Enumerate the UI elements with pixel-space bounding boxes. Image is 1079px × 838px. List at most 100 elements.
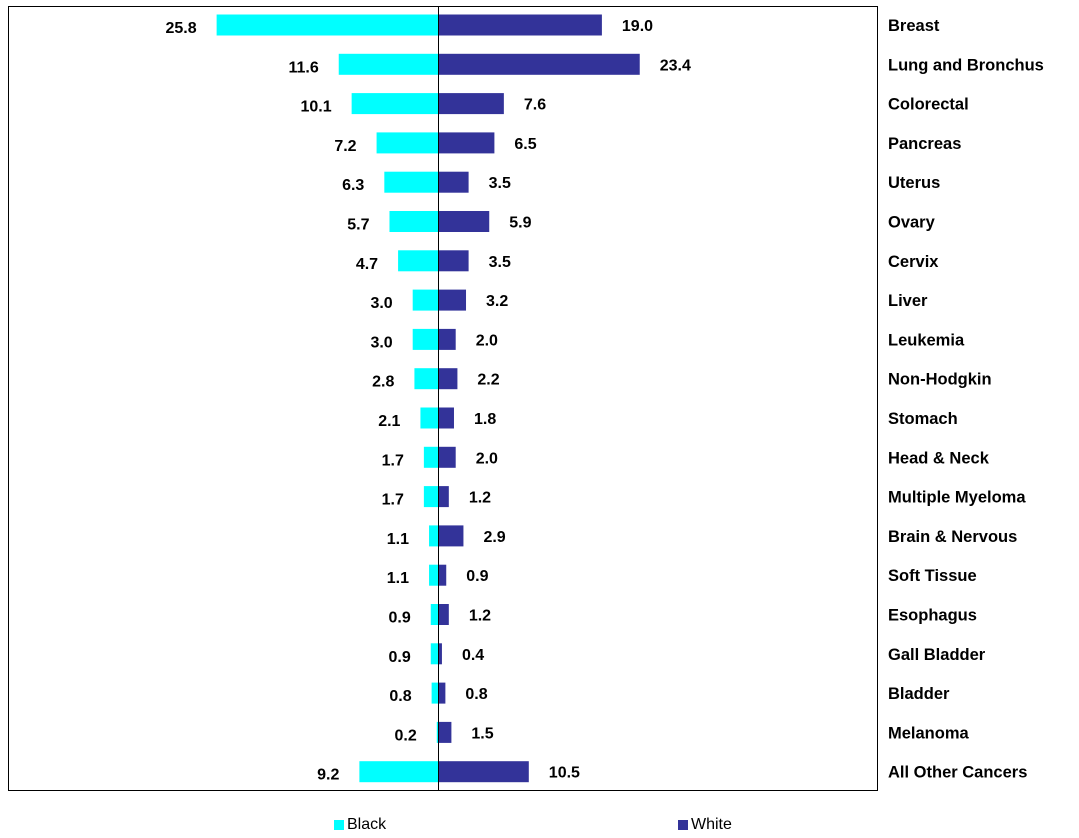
value-label-white-brain-nervous: 2.9 <box>483 529 505 546</box>
bar-white-pancreas <box>439 132 495 153</box>
value-label-white-uterus: 3.5 <box>489 175 511 192</box>
legend-white: White <box>678 816 732 834</box>
labels-group: 25.8 19.0 Breast 11.6 23.4 Lung and Bronchus 1… <box>165 17 1043 784</box>
plot-area-border <box>9 7 878 791</box>
value-label-white-gall-bladder: 0.4 <box>462 647 484 664</box>
bar-black-leukemia <box>413 329 439 350</box>
bar-black-liver <box>413 290 439 311</box>
category-label-brain-nervous: Brain & Nervous <box>888 528 1017 546</box>
bar-black-stomach <box>420 408 438 429</box>
bar-black-soft-tissue <box>429 565 438 586</box>
category-label-head-neck: Head & Neck <box>888 449 990 467</box>
category-label-cervix: Cervix <box>888 253 939 271</box>
category-label-all-other-cancers: All Other Cancers <box>888 764 1027 782</box>
value-label-black-gall-bladder: 0.9 <box>389 649 411 666</box>
value-label-black-lung-and-bronchus: 11.6 <box>288 59 318 76</box>
value-label-white-colorectal: 7.6 <box>524 97 546 114</box>
value-label-white-esophagus: 1.2 <box>469 608 491 625</box>
value-label-black-non-hodgkin: 2.8 <box>372 374 394 391</box>
category-label-multiple-myeloma: Multiple Myeloma <box>888 489 1026 507</box>
bar-black-lung-and-bronchus <box>339 54 439 75</box>
value-label-black-soft-tissue: 1.1 <box>387 570 409 587</box>
category-label-non-hodgkin: Non-Hodgkin <box>888 371 992 389</box>
value-label-white-lung-and-bronchus: 23.4 <box>660 57 691 74</box>
category-label-gall-bladder: Gall Bladder <box>888 646 986 664</box>
bar-black-multiple-myeloma <box>424 486 439 507</box>
value-label-white-pancreas: 6.5 <box>514 136 536 153</box>
value-label-black-uterus: 6.3 <box>342 177 364 194</box>
bars-group <box>217 15 640 783</box>
bar-black-head-neck <box>424 447 439 468</box>
category-label-esophagus: Esophagus <box>888 607 977 625</box>
value-label-white-bladder: 0.8 <box>465 686 487 703</box>
bar-white-leukemia <box>439 329 456 350</box>
bar-black-brain-nervous <box>429 525 438 546</box>
category-label-uterus: Uterus <box>888 174 940 192</box>
bar-white-head-neck <box>439 447 456 468</box>
value-label-black-brain-nervous: 1.1 <box>387 531 409 548</box>
bar-black-cervix <box>398 250 438 271</box>
value-label-black-liver: 3.0 <box>370 295 392 312</box>
value-label-white-leukemia: 2.0 <box>476 332 498 349</box>
bar-black-ovary <box>389 211 438 232</box>
value-label-black-multiple-myeloma: 1.7 <box>382 492 404 509</box>
bar-white-multiple-myeloma <box>439 486 449 507</box>
value-label-white-ovary: 5.9 <box>509 215 531 232</box>
bar-black-pancreas <box>377 132 439 153</box>
category-label-liver: Liver <box>888 292 928 310</box>
category-label-colorectal: Colorectal <box>888 96 969 114</box>
value-label-white-melanoma: 1.5 <box>471 725 493 742</box>
category-label-ovary: Ovary <box>888 214 936 232</box>
bar-black-gall-bladder <box>431 643 439 664</box>
value-label-white-breast: 19.0 <box>622 18 653 35</box>
value-label-black-melanoma: 0.2 <box>395 727 417 744</box>
value-label-black-all-other-cancers: 9.2 <box>317 767 339 784</box>
value-label-white-all-other-cancers: 10.5 <box>549 765 580 782</box>
value-label-black-breast: 25.8 <box>165 20 196 37</box>
value-label-white-stomach: 1.8 <box>474 411 496 428</box>
bar-black-esophagus <box>431 604 439 625</box>
value-label-black-colorectal: 10.1 <box>300 99 331 116</box>
value-label-black-ovary: 5.7 <box>347 217 369 234</box>
bar-white-breast <box>439 15 602 36</box>
category-label-melanoma: Melanoma <box>888 724 970 742</box>
bar-black-non-hodgkin <box>414 368 438 389</box>
value-label-white-cervix: 3.5 <box>489 254 511 271</box>
bar-white-melanoma <box>439 722 452 743</box>
bar-white-non-hodgkin <box>439 368 458 389</box>
value-label-white-head-neck: 2.0 <box>476 450 498 467</box>
bar-white-all-other-cancers <box>439 761 529 782</box>
legend-black: Black <box>334 816 386 834</box>
value-label-white-liver: 3.2 <box>486 293 508 310</box>
bar-black-bladder <box>432 683 439 704</box>
category-label-pancreas: Pancreas <box>888 135 961 153</box>
legend-swatch-black <box>334 820 344 830</box>
bar-white-lung-and-bronchus <box>439 54 640 75</box>
value-label-white-multiple-myeloma: 1.2 <box>469 490 491 507</box>
bar-black-uterus <box>384 172 438 193</box>
bar-white-uterus <box>439 172 469 193</box>
value-label-black-stomach: 2.1 <box>378 413 400 430</box>
bar-white-brain-nervous <box>439 525 464 546</box>
bar-black-colorectal <box>352 93 439 114</box>
bar-white-gall-bladder <box>439 643 442 664</box>
bar-white-ovary <box>439 211 490 232</box>
value-label-black-pancreas: 7.2 <box>334 138 356 155</box>
bar-white-esophagus <box>439 604 449 625</box>
category-label-stomach: Stomach <box>888 410 958 428</box>
value-label-black-leukemia: 3.0 <box>370 334 392 351</box>
bar-black-all-other-cancers <box>359 761 438 782</box>
bar-white-stomach <box>439 408 454 429</box>
legend-label-white: White <box>691 816 732 834</box>
bar-black-breast <box>217 15 439 36</box>
bar-white-bladder <box>439 683 446 704</box>
value-label-black-cervix: 4.7 <box>356 256 378 273</box>
bar-white-cervix <box>439 250 469 271</box>
value-label-white-non-hodgkin: 2.2 <box>477 372 499 389</box>
category-label-soft-tissue: Soft Tissue <box>888 567 977 585</box>
value-label-black-head-neck: 1.7 <box>382 452 404 469</box>
bar-white-liver <box>439 290 467 311</box>
legend-label-black: Black <box>347 816 386 834</box>
category-label-bladder: Bladder <box>888 685 950 703</box>
